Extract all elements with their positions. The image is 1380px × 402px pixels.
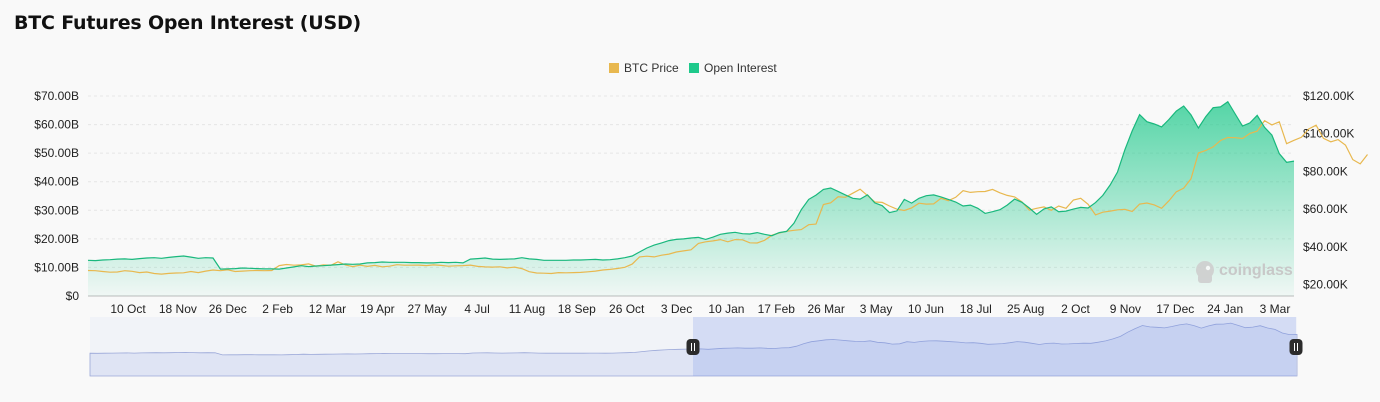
y-right-tick-label: $100.00K <box>1303 127 1354 141</box>
y-right-tick-label: $120.00K <box>1303 89 1354 103</box>
navigator-left-handle[interactable] <box>686 339 700 355</box>
legend-label[interactable]: BTC Price <box>624 61 679 75</box>
page-title: BTC Futures Open Interest (USD) <box>14 12 362 34</box>
y-right-tick-label: $60.00K <box>1303 202 1348 216</box>
coinglass-watermark: coinglass <box>1196 261 1293 283</box>
coinglass-watermark-text: coinglass <box>1219 262 1293 279</box>
navigator-selected-range[interactable] <box>693 317 1296 376</box>
plot-area[interactable] <box>87 100 1368 296</box>
x-tick-label: 2 Feb <box>262 302 293 316</box>
range-navigator[interactable] <box>89 317 1303 377</box>
open-interest-line <box>87 100 1295 270</box>
y-left-tick-label: $0 <box>66 289 80 303</box>
x-tick-label: 17 Feb <box>758 302 796 316</box>
x-tick-label: 17 Dec <box>1156 302 1194 316</box>
coinglass-logo-eye <box>1205 265 1211 271</box>
y-left-tick-label: $50.00B <box>34 146 79 160</box>
y-right-tick-label: $80.00K <box>1303 164 1348 178</box>
y-left-tick-label: $70.00B <box>34 89 79 103</box>
y-right-tick-label: $40.00K <box>1303 240 1348 254</box>
y-axis-right: $20.00K $40.00K $60.00K $80.00K $100.00K $120… <box>1303 89 1354 292</box>
coinglass-logo-icon <box>1196 261 1214 283</box>
x-tick-label: 3 Dec <box>661 302 692 316</box>
handle-body[interactable] <box>1289 339 1303 355</box>
x-tick-label: 4 Jul <box>464 302 489 316</box>
x-tick-label: 2 Oct <box>1061 302 1090 316</box>
x-tick-label: 18 Jul <box>960 302 992 316</box>
x-tick-label: 19 Apr <box>360 302 395 316</box>
legend-swatch <box>689 63 699 73</box>
x-tick-label: 9 Nov <box>1110 302 1141 316</box>
coinglass-logo-body <box>1198 274 1212 283</box>
x-tick-label: 25 Aug <box>1007 302 1044 316</box>
y-left-tick-label: $60.00B <box>34 118 79 132</box>
x-tick-label: 12 Mar <box>309 302 346 316</box>
x-tick-label: 24 Jan <box>1207 302 1243 316</box>
y-right-tick-label: $20.00K <box>1303 278 1348 292</box>
open-interest-area <box>88 101 1294 296</box>
x-tick-label: 18 Sep <box>558 302 596 316</box>
x-tick-label: 11 Aug <box>509 302 545 316</box>
y-axis-left: $0 $10.00B $20.00B $30.00B $40.00B $50.00B $60… <box>34 89 79 303</box>
x-axis: 10 Oct 18 Nov 26 Dec 2 Feb 12 Mar 19 Apr 27 Ma… <box>110 302 1290 316</box>
y-left-tick-label: $20.00B <box>34 232 79 246</box>
y-left-tick-label: $30.00B <box>34 203 79 217</box>
x-tick-label: 10 Jun <box>908 302 944 316</box>
x-tick-label: 18 Nov <box>159 302 197 316</box>
y-left-tick-label: $40.00B <box>34 175 79 189</box>
x-tick-label: 26 Dec <box>209 302 247 316</box>
legend: BTC Price Open Interest <box>609 61 777 75</box>
navigator-right-handle[interactable] <box>1289 339 1303 355</box>
legend-swatch <box>609 63 619 73</box>
y-left-tick-label: $10.00B <box>34 260 79 274</box>
x-tick-label: 27 May <box>408 302 447 316</box>
x-tick-label: 10 Oct <box>110 302 146 316</box>
x-tick-label: 26 Mar <box>807 302 844 316</box>
x-tick-label: 3 Mar <box>1260 302 1291 316</box>
handle-body[interactable] <box>686 339 700 355</box>
x-tick-label: 10 Jan <box>708 302 744 316</box>
x-tick-label: 26 Oct <box>609 302 645 316</box>
x-tick-label: 3 May <box>860 302 893 316</box>
btc-price-line <box>87 119 1368 275</box>
legend-label[interactable]: Open Interest <box>704 61 777 75</box>
